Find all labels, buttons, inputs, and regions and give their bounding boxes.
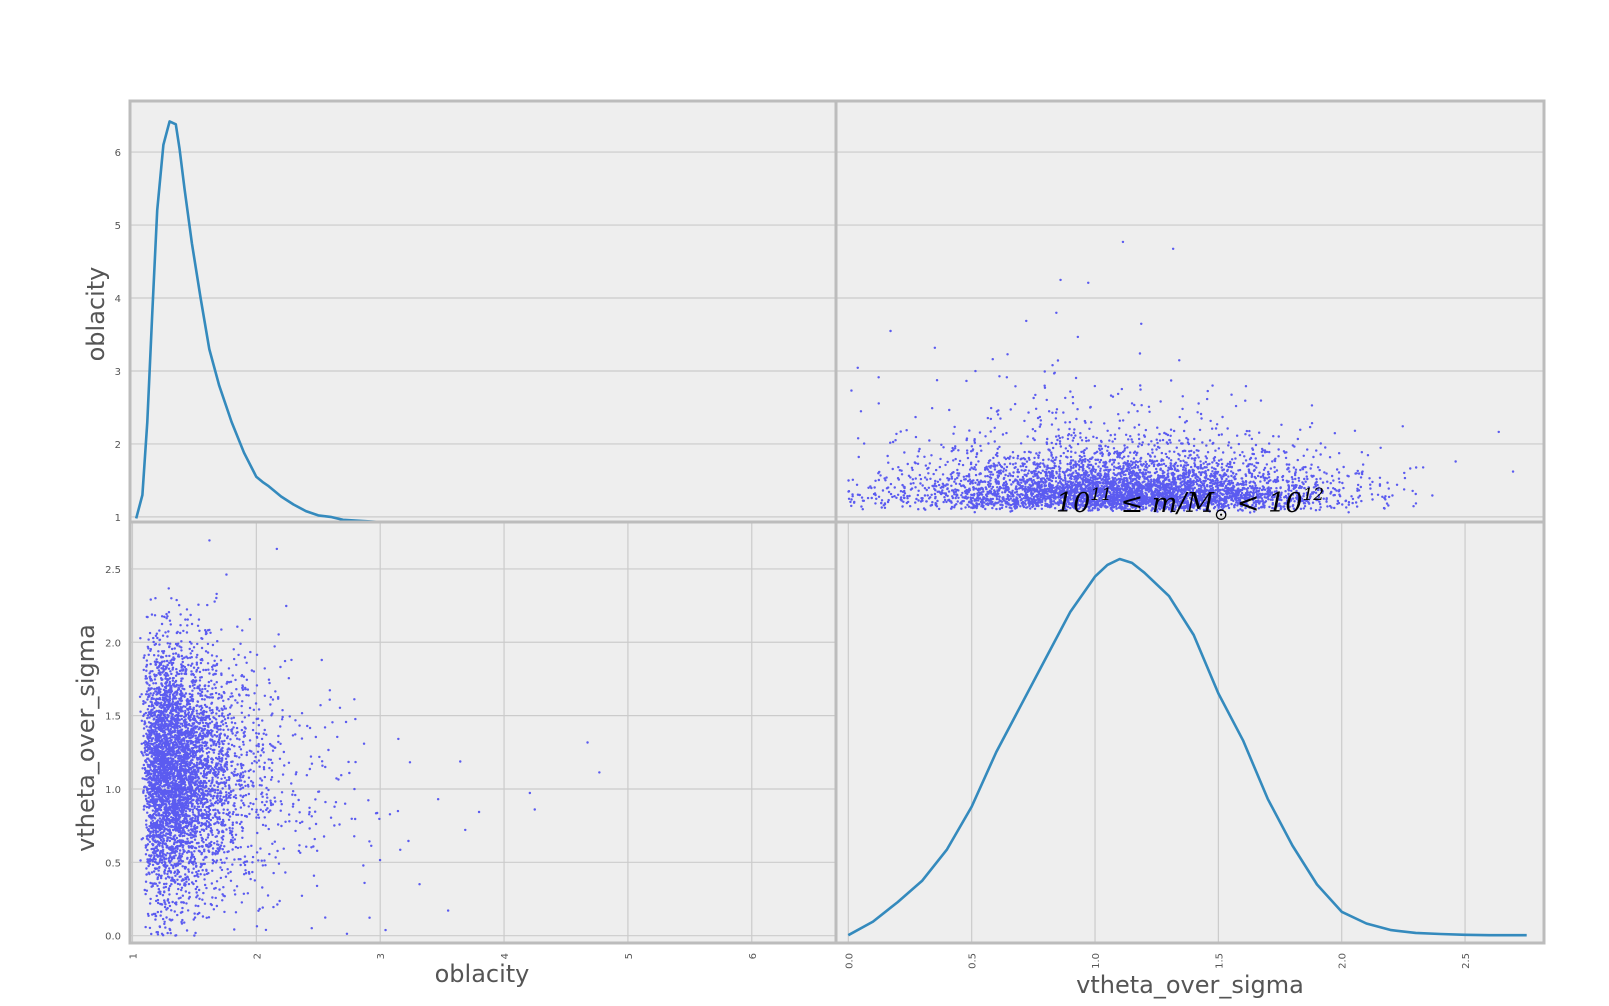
x-tick-label: 1.5 bbox=[1214, 953, 1225, 969]
y-tick-label: 2 bbox=[115, 440, 121, 451]
x-tick-label: 1 bbox=[128, 953, 139, 959]
scatter-series bbox=[847, 240, 1515, 514]
x-tick-label: 5 bbox=[624, 953, 635, 959]
y-tick-label: 0.5 bbox=[105, 858, 121, 869]
panel-frame bbox=[834, 520, 1546, 945]
x-tick-label: 2.0 bbox=[1338, 953, 1349, 969]
scatter-series bbox=[138, 539, 601, 937]
x-axis-label-oblacity: oblacity bbox=[435, 960, 530, 988]
scatter-points bbox=[847, 240, 1515, 514]
y-tick-label: 0.0 bbox=[105, 932, 121, 943]
y-tick-label: 2.0 bbox=[105, 638, 121, 649]
x-tick-label: 0.0 bbox=[844, 953, 855, 969]
y-tick-label: 3 bbox=[115, 367, 121, 378]
x-tick-label: 2 bbox=[252, 953, 263, 959]
y-axis-label-vtheta: vtheta_over_sigma bbox=[72, 624, 100, 852]
y-tick-label: 2.5 bbox=[105, 565, 121, 576]
tick-labels: 1 2 3 4 5 6 0.0 0.5 1.0 1.5 2.0 2.5 1 2 3 4 5 6 0.0 0.5 1.0 1… bbox=[105, 148, 1472, 969]
scatter-vtheta-vs-oblacity-panel bbox=[128, 520, 838, 945]
y-tick-label: 1 bbox=[115, 513, 121, 524]
x-tick-label: 0.5 bbox=[968, 953, 979, 969]
panel-background bbox=[130, 522, 836, 943]
kde-vtheta-panel bbox=[834, 520, 1546, 945]
x-tick-label: 2.5 bbox=[1461, 953, 1472, 969]
chart-title: 1011 ≤ m/M⊙ < 1012 bbox=[1056, 485, 1324, 525]
y-axis-label-oblacity: oblacity bbox=[82, 267, 110, 362]
x-tick-label: 6 bbox=[748, 953, 759, 959]
panel-background bbox=[836, 101, 1544, 522]
scatter-points bbox=[138, 539, 601, 937]
panel-background bbox=[836, 522, 1544, 943]
x-tick-label: 3 bbox=[376, 953, 387, 959]
panel-background bbox=[130, 101, 836, 522]
x-tick-label: 1.0 bbox=[1091, 953, 1102, 969]
kde-line-vtheta bbox=[847, 557, 1527, 937]
y-tick-label: 5 bbox=[115, 221, 121, 232]
x-tick-label: 4 bbox=[500, 953, 511, 959]
scatter-oblacity-vs-vtheta-panel bbox=[834, 99, 1546, 524]
x-axis-label-vtheta: vtheta_over_sigma bbox=[1076, 971, 1304, 999]
kde-oblacity-panel bbox=[128, 99, 838, 528]
y-tick-label: 6 bbox=[115, 148, 121, 159]
y-tick-label: 1.5 bbox=[105, 712, 121, 723]
y-tick-label: 4 bbox=[115, 294, 121, 305]
y-tick-label: 1.0 bbox=[105, 785, 121, 796]
